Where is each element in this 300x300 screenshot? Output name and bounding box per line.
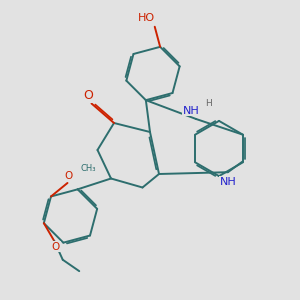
Text: CH₃: CH₃	[80, 164, 96, 173]
Text: O: O	[84, 88, 93, 102]
Text: HO: HO	[138, 13, 155, 23]
Text: H: H	[205, 99, 212, 108]
Text: O: O	[65, 171, 73, 182]
Text: O: O	[52, 242, 60, 251]
Text: NH: NH	[220, 177, 236, 187]
Text: NH: NH	[183, 106, 200, 116]
